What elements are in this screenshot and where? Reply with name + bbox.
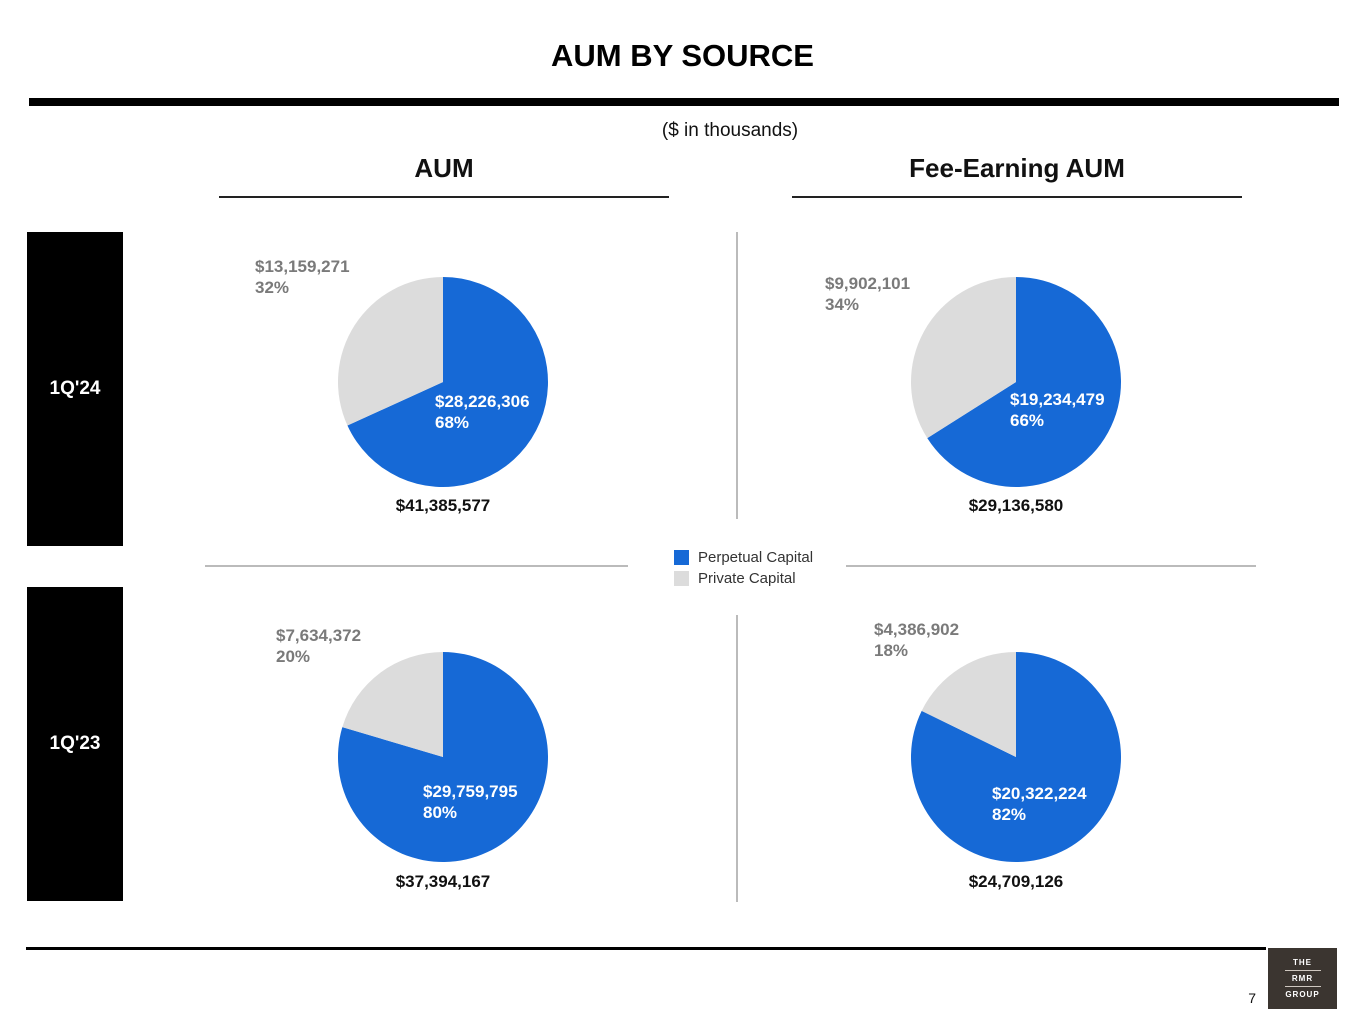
data-label-fee-1q24-private: $9,902,101 34% xyxy=(825,274,910,314)
data-label-aum-1q24-private: $13,159,271 32% xyxy=(255,257,350,297)
legend-label-private: Private Capital xyxy=(698,570,796,587)
total-label-fee-1q23: $24,709,126 xyxy=(969,872,1064,891)
footer-rule xyxy=(26,947,1266,950)
rmr-group-logo: THE RMR GROUP xyxy=(1268,948,1337,1009)
total-label-fee-1q24: $29,136,580 xyxy=(969,496,1064,515)
legend-label-perpetual: Perpetual Capital xyxy=(698,549,814,566)
pie-slice-fee-1q23-private-capital xyxy=(921,652,1016,757)
data-label-fee-1q24-perpetual: $19,234,479 66% xyxy=(1010,390,1105,430)
total-label-aum-1q24: $41,385,577 xyxy=(396,496,491,515)
page-number: 7 xyxy=(1248,990,1256,1006)
units-subtitle: ($ in thousands) xyxy=(661,120,799,141)
logo-text-group: GROUP xyxy=(1285,990,1320,999)
title-rule xyxy=(29,98,1339,106)
row-label-1q24: 1Q'24 xyxy=(27,232,123,546)
pie-slice-aum-1q24-perpetual-capital xyxy=(347,277,548,487)
column-heading-fee-earning-aum: Fee-Earning AUM xyxy=(909,153,1125,183)
data-label-aum-1q23-perpetual: $29,759,795 80% xyxy=(423,782,518,822)
pie-slice-fee-1q24-private-capital xyxy=(911,277,1016,439)
pie-slice-aum-1q24-private-capital xyxy=(337,277,443,426)
pie-slice-fee-1q24-perpetual-capital xyxy=(927,277,1122,488)
legend: Perpetual Capital Private Capital xyxy=(674,547,813,589)
logo-text-the: THE xyxy=(1293,958,1312,967)
vertical-divider-bottom xyxy=(736,615,738,902)
pie-slice-fee-1q23-perpetual-capital xyxy=(911,652,1121,862)
legend-item-perpetual: Perpetual Capital xyxy=(674,547,813,568)
vertical-divider-top xyxy=(736,232,738,519)
page-title: AUM BY SOURCE xyxy=(551,38,814,73)
pie-slice-aum-1q23-private-capital xyxy=(342,652,443,757)
legend-swatch-private xyxy=(674,571,689,586)
data-label-fee-1q23-perpetual: $20,322,224 82% xyxy=(992,784,1087,824)
column-rule-aum xyxy=(219,196,669,198)
legend-item-private: Private Capital xyxy=(674,568,813,589)
total-label-aum-1q23: $37,394,167 xyxy=(396,872,491,891)
row-label-1q23: 1Q'23 xyxy=(27,587,123,901)
data-label-aum-1q23-private: $7,634,372 20% xyxy=(276,626,361,666)
logo-divider xyxy=(1284,986,1321,987)
logo-divider xyxy=(1284,970,1321,971)
data-label-fee-1q23-private: $4,386,902 18% xyxy=(874,620,959,660)
column-heading-aum: AUM xyxy=(414,153,474,183)
column-rule-fee-earning xyxy=(792,196,1242,198)
horizontal-divider-right xyxy=(846,565,1256,567)
horizontal-divider-left xyxy=(205,565,628,567)
data-label-aum-1q24-perpetual: $28,226,306 68% xyxy=(435,392,530,432)
legend-swatch-perpetual xyxy=(674,550,689,565)
logo-text-rmr: RMR xyxy=(1291,974,1314,983)
